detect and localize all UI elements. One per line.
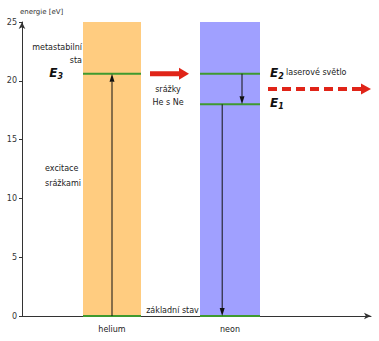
svg-text:25: 25 — [7, 18, 17, 27]
svg-text:metastabilní: metastabilní — [32, 43, 83, 52]
svg-text:laserové světlo: laserové světlo — [286, 67, 347, 77]
svg-text:5: 5 — [12, 253, 17, 262]
svg-text:neon: neon — [220, 325, 240, 334]
svg-text:sta: sta — [70, 56, 82, 65]
svg-text:základní stav: základní stav — [146, 306, 199, 315]
svg-text:srážky: srážky — [155, 85, 181, 94]
svg-text:10: 10 — [7, 194, 17, 203]
svg-text:He s Ne: He s Ne — [152, 98, 183, 107]
svg-text:E: E — [49, 66, 58, 80]
svg-text:energie [eV]: energie [eV] — [20, 8, 64, 16]
svg-text:srážkami: srážkami — [45, 179, 81, 188]
svg-text:helium: helium — [98, 325, 126, 334]
svg-text:excitace: excitace — [45, 164, 78, 173]
svg-text:E: E — [270, 65, 279, 80]
svg-text:3: 3 — [57, 72, 63, 81]
svg-text:2: 2 — [278, 72, 284, 81]
svg-text:1: 1 — [278, 102, 284, 111]
svg-text:20: 20 — [7, 76, 17, 85]
svg-text:15: 15 — [7, 135, 17, 144]
svg-text:E: E — [270, 96, 279, 111]
svg-text:0: 0 — [12, 312, 17, 321]
